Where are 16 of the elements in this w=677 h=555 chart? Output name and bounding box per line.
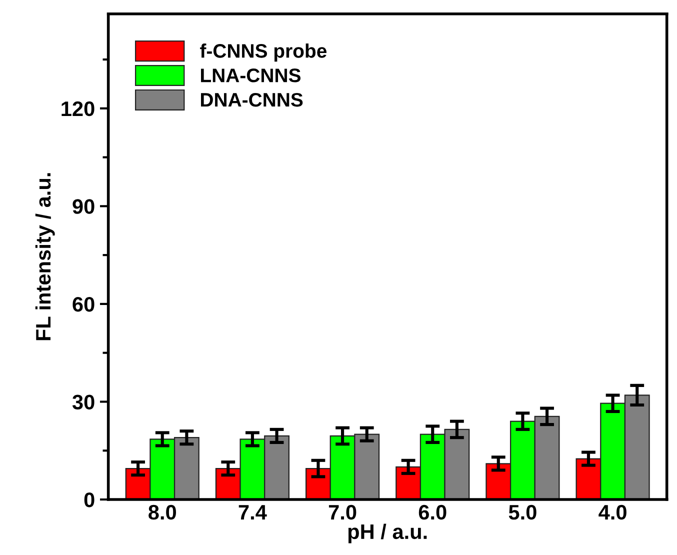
x-axis-title: pH / a.u. (348, 524, 427, 544)
y-tick-label: 120 (62, 101, 94, 116)
legend-label: LNA-CNNS (201, 68, 300, 82)
x-tick-label: 7.4 (238, 505, 267, 520)
x-tick-label: 8.0 (148, 504, 176, 520)
y-tick-label: 0 (84, 492, 94, 508)
y-axis-title: FL intensity / a.u. (35, 173, 55, 340)
y-tick-label: 60 (72, 296, 94, 312)
x-tick-label: 7.0 (328, 504, 356, 520)
y-tick-label: 30 (72, 394, 94, 410)
y-tick-label: 90 (72, 199, 94, 214)
legend-label: DNA-CNNS (201, 92, 303, 107)
x-tick-label: 5.0 (508, 504, 536, 520)
x-tick-label: 6.0 (418, 504, 446, 520)
x-tick-label: 4.0 (598, 504, 626, 520)
legend-label: f-CNNS probe (200, 44, 327, 62)
